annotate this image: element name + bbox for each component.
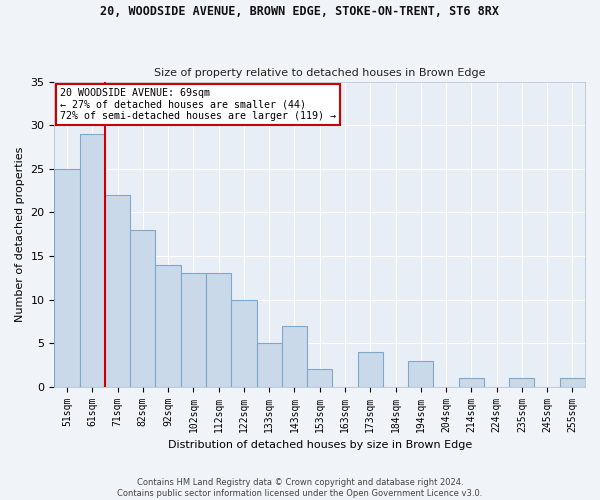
Bar xyxy=(458,378,484,386)
Bar xyxy=(408,360,433,386)
Title: Size of property relative to detached houses in Brown Edge: Size of property relative to detached ho… xyxy=(154,68,485,78)
Bar xyxy=(358,352,383,386)
Bar xyxy=(560,378,585,386)
Bar xyxy=(307,370,332,386)
Bar xyxy=(55,168,80,386)
Bar xyxy=(282,326,307,386)
Bar xyxy=(181,274,206,386)
Bar xyxy=(509,378,535,386)
Y-axis label: Number of detached properties: Number of detached properties xyxy=(15,146,25,322)
Text: 20, WOODSIDE AVENUE, BROWN EDGE, STOKE-ON-TRENT, ST6 8RX: 20, WOODSIDE AVENUE, BROWN EDGE, STOKE-O… xyxy=(101,5,499,18)
Bar xyxy=(155,264,181,386)
X-axis label: Distribution of detached houses by size in Brown Edge: Distribution of detached houses by size … xyxy=(167,440,472,450)
Text: Contains HM Land Registry data © Crown copyright and database right 2024.
Contai: Contains HM Land Registry data © Crown c… xyxy=(118,478,482,498)
Text: 20 WOODSIDE AVENUE: 69sqm
← 27% of detached houses are smaller (44)
72% of semi-: 20 WOODSIDE AVENUE: 69sqm ← 27% of detac… xyxy=(60,88,336,121)
Bar xyxy=(257,343,282,386)
Bar xyxy=(105,195,130,386)
Bar xyxy=(231,300,257,386)
Bar xyxy=(206,274,231,386)
Bar xyxy=(130,230,155,386)
Bar xyxy=(80,134,105,386)
